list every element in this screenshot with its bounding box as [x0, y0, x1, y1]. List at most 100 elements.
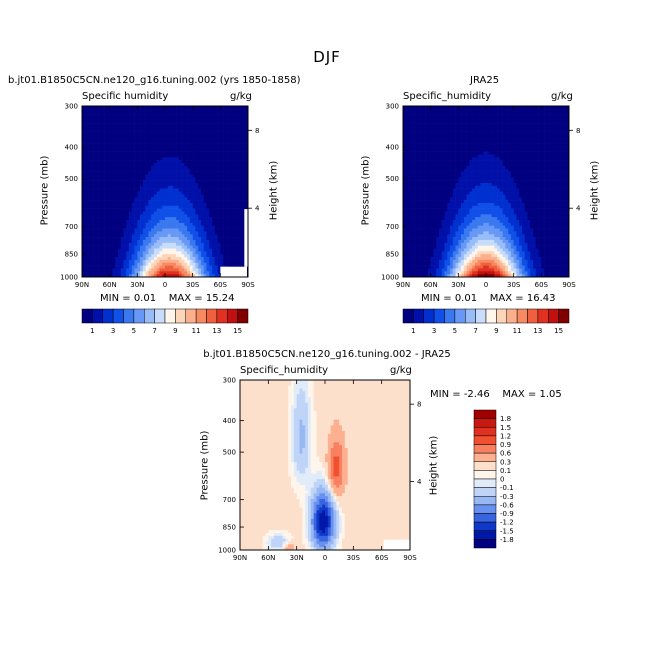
panel-1-field-cell [120, 231, 124, 235]
panel-1-field-cell [165, 114, 169, 118]
panel-1-field-cell [131, 188, 135, 192]
panel-1-field-cell [203, 197, 207, 201]
panel-1-field-cell [236, 237, 240, 241]
panel-1-field-cell [200, 222, 205, 226]
panel-1-field-cell [228, 137, 232, 141]
panel-1-field-cell [184, 220, 188, 224]
panel-2-field-cell [455, 160, 459, 164]
panel-1-field-cell [231, 220, 235, 224]
panel-1-field-cell [225, 197, 229, 201]
panel-1-field-cell [153, 191, 157, 195]
panel-2-field-cell [438, 131, 443, 135]
panel-1-field-cell [225, 237, 229, 241]
panel-1-field-cell [220, 114, 224, 118]
panel-2-field-cell [455, 271, 459, 275]
panel-1-field-cell [156, 188, 160, 192]
panel-1-field-cell [203, 148, 207, 152]
panel-1-field-cell [134, 225, 138, 229]
panel-1-field-cell [203, 228, 207, 232]
panel-1-field-cell [115, 214, 119, 218]
panel-1-field-cell [242, 145, 246, 150]
panel-1-field-cell [223, 262, 227, 266]
panel-2-field-cell [411, 228, 415, 232]
panel-1-field-cell [167, 174, 171, 178]
panel-1-field-cell [104, 237, 108, 241]
panel-1-field-cell [106, 248, 110, 252]
panel-2-field-cell [433, 111, 437, 115]
panel-1-field-cell [151, 120, 155, 124]
panel-1-field-cell [90, 137, 94, 141]
panel-1-field-cell [131, 257, 135, 261]
panel-2-field-cell [444, 117, 448, 121]
panel-1-field-cell [189, 214, 193, 218]
panel-2-field-cell [438, 188, 443, 192]
panel-1-field-cell [151, 231, 155, 235]
panel-2-field-cell [436, 265, 440, 269]
panel-1-field-cell [98, 157, 102, 161]
panel-1-field-cell [93, 117, 97, 121]
panel-1-field-cell [225, 168, 229, 172]
panel-1-field-cell [231, 211, 235, 215]
panel-1-field-cell [239, 163, 243, 167]
panel-1-field-cell [176, 140, 180, 144]
panel-2-field-cell [455, 211, 459, 215]
panel-1-field-cell [104, 157, 108, 161]
panel-1-field-cell [220, 106, 224, 110]
panel-1-field-cell [206, 265, 210, 269]
panel-1-field-cell [170, 197, 174, 201]
panel-1-field-cell [225, 120, 229, 124]
panel-2-field-cell [411, 188, 415, 192]
panel-1-field-cell [93, 145, 97, 150]
panel-1-field-cell [137, 143, 141, 147]
panel-1-field-cell [239, 237, 243, 241]
panel-1-field-cell [156, 174, 160, 178]
panel-2-field-cell [455, 234, 459, 238]
panel-2-field-cell [452, 106, 456, 110]
panel-2-field-cell [455, 177, 459, 181]
panel-1-field-cell [228, 123, 232, 127]
panel-2-field-cell [436, 117, 440, 121]
panel-1-field-cell [228, 157, 232, 161]
panel-1-field-cell [200, 151, 205, 155]
panel-2-field-cell [450, 222, 454, 226]
panel-1-field-cell [176, 248, 180, 252]
panel-1-field-cell [165, 194, 169, 198]
panel-1-field-cell [131, 197, 135, 201]
panel-1-field-cell [84, 140, 88, 144]
panel-1-field-cell [234, 185, 238, 189]
panel-1-field-cell [223, 180, 227, 184]
panel-1-field-cell [131, 174, 135, 178]
panel-1-field-cell [140, 237, 144, 241]
panel-1-field-cell [214, 202, 218, 207]
panel-1-field-cell [236, 225, 240, 229]
panel-1-field-cell [234, 208, 238, 212]
panel-1-field-cell [104, 205, 108, 209]
panel-2-field-cell [414, 191, 418, 195]
panel-2-field-cell [452, 231, 456, 235]
panel-2-field-cell [427, 194, 431, 198]
panel-2-field-cell [403, 205, 407, 209]
panel-1-field-cell [176, 222, 180, 226]
panel-2-field-cell [427, 251, 431, 255]
panel-1-field-cell [184, 171, 188, 175]
panel-2-field-cell [419, 194, 423, 198]
panel-1-field-cell [159, 222, 163, 226]
panel-1-field-cell [137, 211, 141, 215]
panel-2-field-cell [447, 120, 451, 124]
panel-1-field-cell [184, 191, 188, 195]
panel-1-field-cell [167, 237, 171, 241]
panel-1-field-cell [129, 197, 133, 201]
panel-1-field-cell [117, 248, 122, 252]
panel-1-field-cell [134, 165, 138, 169]
panel-2-field-cell [425, 248, 429, 252]
panel-1-field-cell [195, 208, 199, 212]
panel-1-field-cell [178, 217, 182, 221]
panel-2-field-cell [403, 145, 407, 150]
panel-2-field-cell [452, 160, 456, 164]
panel-2-field-cell [436, 160, 440, 164]
panel-1-field-cell [87, 271, 91, 275]
panel-1-field-cell [228, 234, 232, 238]
panel-1-field-cell [153, 259, 157, 264]
panel-2-field-cell [416, 188, 420, 192]
panel-1-field-cell [165, 242, 169, 246]
